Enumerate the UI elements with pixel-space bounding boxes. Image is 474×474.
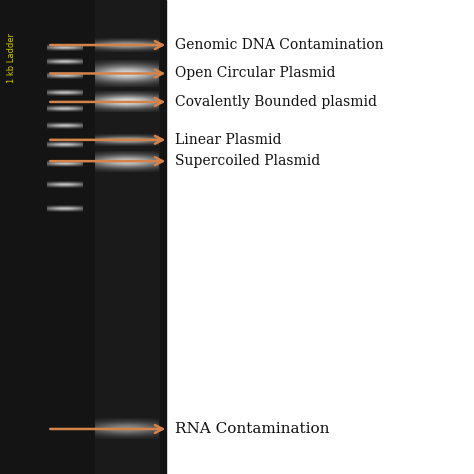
Text: 1 kb Ladder: 1 kb Ladder — [8, 33, 16, 83]
Text: Open Circular Plasmid: Open Circular Plasmid — [175, 66, 336, 81]
Text: Supercoiled Plasmid: Supercoiled Plasmid — [175, 154, 320, 168]
Text: Covalently Bounded plasmid: Covalently Bounded plasmid — [175, 95, 377, 109]
Text: Linear Plasmid: Linear Plasmid — [175, 133, 282, 147]
Bar — [95, 0, 159, 474]
Text: RNA Contamination: RNA Contamination — [175, 422, 330, 436]
Bar — [0, 0, 166, 474]
Bar — [166, 0, 474, 474]
Text: Genomic DNA Contamination: Genomic DNA Contamination — [175, 38, 384, 52]
Bar — [0, 0, 166, 474]
